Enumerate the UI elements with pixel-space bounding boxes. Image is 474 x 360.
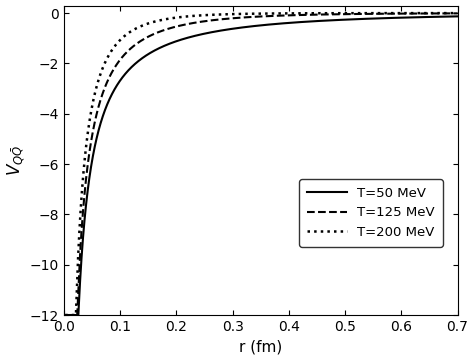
T=125 MeV <box>62 313 68 317</box>
T=50 MeV <box>79 257 84 262</box>
T=200 MeV <box>434 11 439 15</box>
T=50 MeV <box>64 313 70 317</box>
T=50 MeV <box>62 313 68 317</box>
T=50 MeV <box>139 56 145 60</box>
T=125 MeV <box>64 313 70 317</box>
T=125 MeV <box>254 14 260 19</box>
Line: T=125 MeV: T=125 MeV <box>65 13 457 315</box>
Line: T=200 MeV: T=200 MeV <box>65 13 457 315</box>
T=125 MeV <box>434 11 439 15</box>
T=50 MeV <box>254 24 260 28</box>
T=200 MeV <box>79 197 84 201</box>
T=200 MeV <box>64 313 70 317</box>
T=200 MeV <box>62 313 68 317</box>
T=200 MeV <box>86 125 91 129</box>
T=50 MeV <box>455 14 460 18</box>
Y-axis label: $V_{Q\bar{Q}}$: $V_{Q\bar{Q}}$ <box>6 145 27 176</box>
T=125 MeV <box>455 11 460 15</box>
T=200 MeV <box>254 12 260 16</box>
Line: T=50 MeV: T=50 MeV <box>65 16 457 315</box>
Legend: T=50 MeV, T=125 MeV, T=200 MeV: T=50 MeV, T=125 MeV, T=200 MeV <box>300 179 443 247</box>
T=200 MeV <box>455 11 460 15</box>
T=125 MeV <box>86 156 91 160</box>
X-axis label: r (fm): r (fm) <box>239 339 283 355</box>
T=50 MeV <box>86 181 91 185</box>
T=200 MeV <box>139 23 145 28</box>
T=125 MeV <box>139 38 145 42</box>
T=125 MeV <box>79 231 84 235</box>
T=50 MeV <box>434 15 439 19</box>
